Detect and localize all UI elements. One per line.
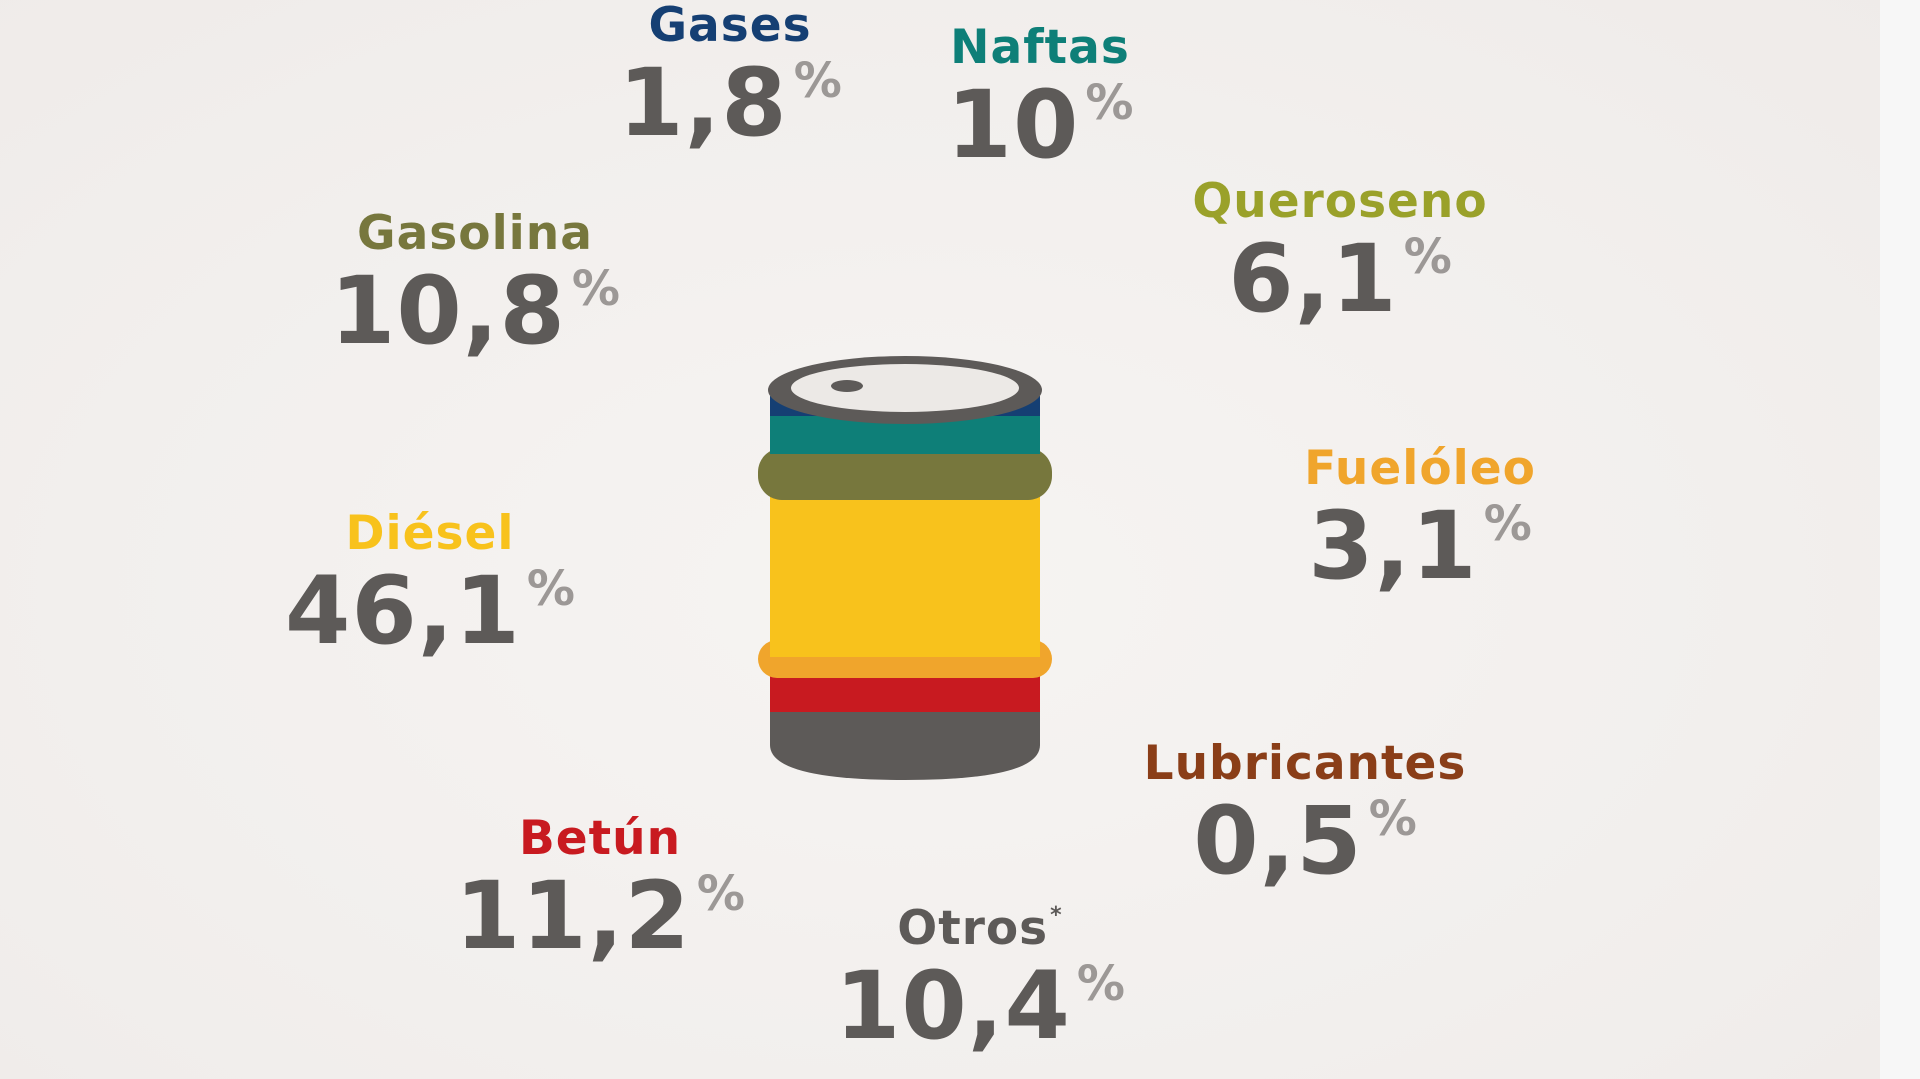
- percent-sign: %: [1403, 229, 1452, 285]
- value-queroseno: 6,1: [1228, 225, 1398, 334]
- item-naftas: Naftas 10%: [900, 24, 1180, 173]
- item-diesel: Diésel 46,1%: [260, 510, 600, 659]
- item-fueloleo: Fuelóleo 3,1%: [1250, 445, 1590, 594]
- percent-sign: %: [526, 561, 576, 617]
- barrel-band-gasolina: [758, 448, 1052, 500]
- percent-sign: %: [1368, 791, 1417, 847]
- item-gasolina: Gasolina 10,8%: [305, 210, 645, 359]
- label-naftas: Naftas: [950, 20, 1130, 75]
- item-betun: Betún 11,2%: [430, 815, 770, 964]
- label-fueloleo: Fuelóleo: [1304, 441, 1536, 496]
- percent-sign: %: [571, 261, 621, 317]
- label-diesel: Diésel: [345, 506, 515, 561]
- label-betun: Betún: [518, 811, 682, 866]
- percent-sign: %: [696, 866, 746, 922]
- value-lubricantes: 0,5: [1193, 787, 1363, 896]
- barrel-band-otros: [770, 710, 1040, 780]
- label-gasolina: Gasolina: [357, 206, 593, 261]
- right-edge-band: [1880, 0, 1920, 1079]
- label-otros-text: Otros: [897, 901, 1049, 956]
- label-queroseno: Queroseno: [1192, 174, 1488, 229]
- item-gases: Gases 1,8%: [570, 2, 890, 151]
- value-gases: 1,8: [618, 49, 788, 158]
- value-betun: 11,2: [454, 862, 691, 971]
- barrel-bung: [831, 380, 863, 392]
- footnote-asterisk: *: [1050, 903, 1063, 928]
- value-diesel: 46,1: [284, 557, 521, 666]
- item-otros: Otros* 10,4%: [800, 905, 1160, 1054]
- value-otros: 10,4: [834, 952, 1071, 1061]
- barrel-lid: [791, 364, 1019, 412]
- label-otros: Otros*: [800, 903, 1160, 953]
- barrel-illustration: [758, 356, 1052, 780]
- percent-sign: %: [1085, 75, 1134, 131]
- label-gases: Gases: [648, 0, 812, 53]
- value-naftas: 10: [946, 71, 1080, 180]
- value-fueloleo: 3,1: [1308, 492, 1478, 601]
- item-lubricantes: Lubricantes 0,5%: [1130, 740, 1480, 889]
- barrel-band-diesel: [770, 485, 1040, 657]
- value-gasolina: 10,8: [329, 257, 566, 366]
- percent-sign: %: [793, 53, 842, 109]
- label-lubricantes: Lubricantes: [1143, 736, 1467, 791]
- percent-sign: %: [1076, 956, 1126, 1012]
- item-queroseno: Queroseno 6,1%: [1170, 178, 1510, 327]
- percent-sign: %: [1483, 496, 1532, 552]
